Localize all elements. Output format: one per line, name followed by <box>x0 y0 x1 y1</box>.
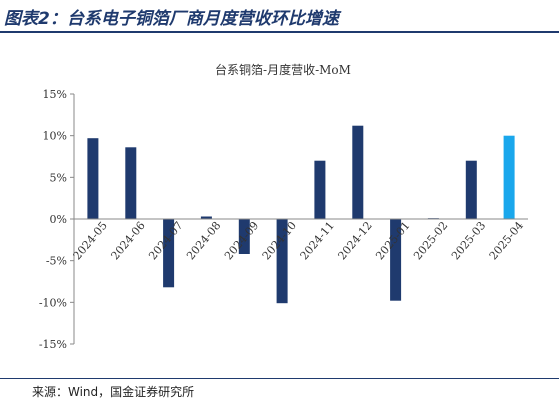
title-divider <box>0 31 559 33</box>
figure-title: 图表2：台系电子铜箔厂商月度营收环比增速 <box>4 9 339 29</box>
source-divider <box>0 378 559 379</box>
x-tick-label: 2025-03 <box>449 219 488 262</box>
y-tick-label: -10% <box>39 296 67 309</box>
x-axis: 2024-052024-062024-072024-082024-092024-… <box>71 218 528 262</box>
bar-2024-12 <box>352 125 364 219</box>
bar-2024-09 <box>238 219 250 254</box>
bar-2025-04 <box>503 135 515 219</box>
y-tick-label: 15% <box>43 88 67 101</box>
x-tick-label: 2025-04 <box>487 219 526 262</box>
x-tick-label: 2024-08 <box>184 219 223 262</box>
bar-2025-01 <box>390 219 402 301</box>
bar-2025-03 <box>465 160 477 219</box>
x-tick-label: 2025-02 <box>411 219 450 262</box>
y-tick-label: 5% <box>50 171 67 184</box>
bar-2024-05 <box>87 138 99 219</box>
bar-2024-07 <box>163 219 175 288</box>
y-tick-label: 10% <box>43 130 67 143</box>
bar-2024-10 <box>276 219 288 304</box>
chart-title: 台系铜箔-月度营收-MoM <box>215 62 351 77</box>
y-tick-label: -5% <box>46 255 67 268</box>
bar-2024-06 <box>125 147 137 219</box>
x-tick-label: 2024-06 <box>108 219 147 262</box>
x-tick-label: 2024-11 <box>298 219 337 262</box>
x-tick-label: 2024-12 <box>335 219 374 262</box>
y-tick-label: 0% <box>50 213 67 226</box>
bars <box>87 125 515 304</box>
y-tick-label: -15% <box>39 338 67 351</box>
bar-2024-11 <box>314 160 326 219</box>
source-note: 来源：Wind，国金证券研究所 <box>32 385 195 399</box>
bar-2024-08 <box>200 216 212 219</box>
y-axis: 15% 10% 5% 0% -5% -10% -15% <box>39 88 75 351</box>
x-tick-label: 2024-05 <box>71 219 110 262</box>
